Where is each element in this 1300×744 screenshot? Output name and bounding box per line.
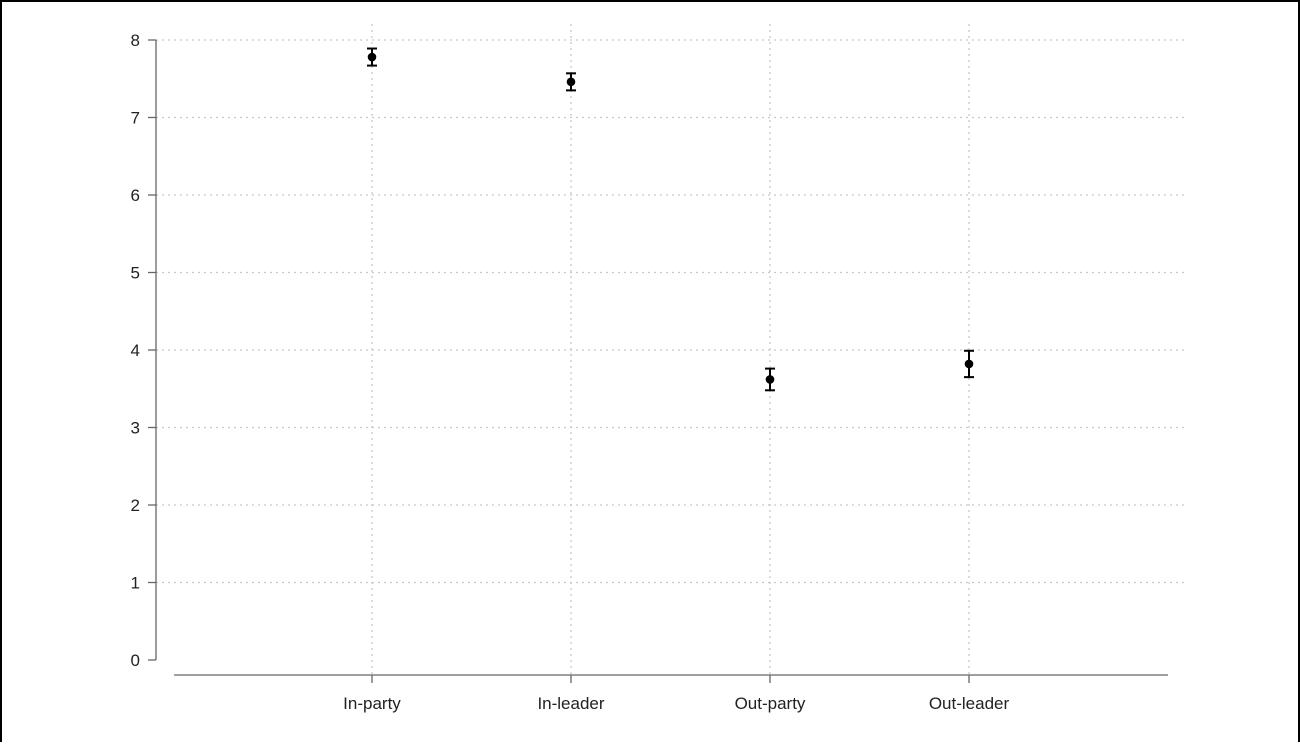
x-tick-label-2: Out-party xyxy=(735,694,806,713)
data-point-1 xyxy=(566,77,576,87)
data-point-2 xyxy=(765,375,775,384)
y-tick-label-2: 2 xyxy=(131,496,140,515)
gridlines xyxy=(156,24,1184,675)
axes xyxy=(148,39,1168,683)
x-tick-label-3: Out-leader xyxy=(929,694,1010,713)
y-tick-label-3: 3 xyxy=(131,419,140,438)
y-tick-label-1: 1 xyxy=(131,574,140,593)
data-point-0 xyxy=(367,52,377,62)
y-tick-label-0: 0 xyxy=(131,651,140,670)
data-point-3 xyxy=(964,359,974,369)
y-tick-label-6: 6 xyxy=(131,186,140,205)
x-tick-label-1: In-leader xyxy=(537,694,604,713)
y-tick-label-8: 8 xyxy=(131,31,140,50)
tick-labels: 0 1 2 3 4 5 6 7 8 In-party In-leader Out-party Out-l… xyxy=(131,31,1010,713)
y-tick-label-5: 5 xyxy=(131,264,140,283)
y-tick-label-7: 7 xyxy=(131,109,140,128)
x-tick-label-0: In-party xyxy=(343,694,401,713)
y-tick-label-4: 4 xyxy=(131,341,140,360)
data-marks xyxy=(367,47,974,392)
